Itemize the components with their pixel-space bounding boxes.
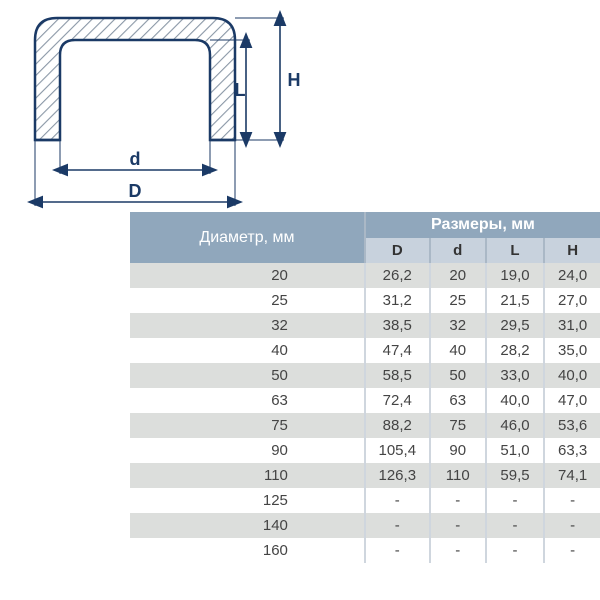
cell-D: 47,4 (365, 338, 430, 363)
cell-D: - (365, 488, 430, 513)
cell-D: 126,3 (365, 463, 430, 488)
cell-diameter: 140 (130, 513, 365, 538)
table-row: 140---- (130, 513, 600, 538)
table-row: 2531,22521,527,0 (130, 288, 600, 313)
cell-d: 50 (430, 363, 486, 388)
cell-L: 29,5 (486, 313, 544, 338)
cell-L: 51,0 (486, 438, 544, 463)
cell-H: 31,0 (544, 313, 600, 338)
table-row: 125---- (130, 488, 600, 513)
cell-diameter: 63 (130, 388, 365, 413)
cell-d: 63 (430, 388, 486, 413)
cell-d: 110 (430, 463, 486, 488)
cell-H: 53,6 (544, 413, 600, 438)
cell-H: 27,0 (544, 288, 600, 313)
col-subheader-D: D (365, 238, 430, 263)
cell-D: 26,2 (365, 263, 430, 288)
cell-d: 32 (430, 313, 486, 338)
table-row: 3238,53229,531,0 (130, 313, 600, 338)
cell-L: - (486, 513, 544, 538)
table-row: 160---- (130, 538, 600, 563)
cell-D: 58,5 (365, 363, 430, 388)
col-subheader-d: d (430, 238, 486, 263)
cell-L: 40,0 (486, 388, 544, 413)
dim-label-d: d (130, 149, 141, 169)
col-subheader-H: H (544, 238, 600, 263)
cell-diameter: 160 (130, 538, 365, 563)
cell-L: - (486, 488, 544, 513)
cell-L: 21,5 (486, 288, 544, 313)
cell-d: 20 (430, 263, 486, 288)
dim-label-L: L (235, 80, 246, 100)
cell-diameter: 32 (130, 313, 365, 338)
cell-diameter: 50 (130, 363, 365, 388)
cell-diameter: 90 (130, 438, 365, 463)
dim-label-D: D (129, 181, 142, 201)
col-subheader-L: L (486, 238, 544, 263)
dim-label-H: H (288, 70, 301, 90)
cell-L: 46,0 (486, 413, 544, 438)
cell-D: 31,2 (365, 288, 430, 313)
cell-D: 105,4 (365, 438, 430, 463)
cell-L: 28,2 (486, 338, 544, 363)
cell-H: 63,3 (544, 438, 600, 463)
table-row: 2026,22019,024,0 (130, 263, 600, 288)
cell-diameter: 75 (130, 413, 365, 438)
cell-H: - (544, 538, 600, 563)
cell-H: 24,0 (544, 263, 600, 288)
cell-D: - (365, 513, 430, 538)
cell-d: 90 (430, 438, 486, 463)
cell-H: 40,0 (544, 363, 600, 388)
cell-H: 47,0 (544, 388, 600, 413)
dimensions-table: Диаметр, мм Размеры, мм D d L H 2026,220… (130, 212, 600, 563)
cell-D: 88,2 (365, 413, 430, 438)
table-row: 90105,49051,063,3 (130, 438, 600, 463)
cell-L: 19,0 (486, 263, 544, 288)
cell-D: 38,5 (365, 313, 430, 338)
col-header-diameter: Диаметр, мм (130, 212, 365, 263)
cell-d: 75 (430, 413, 486, 438)
cell-diameter: 25 (130, 288, 365, 313)
cell-diameter: 20 (130, 263, 365, 288)
cap-cross-section-diagram: L H d D (10, 10, 310, 215)
table-row: 6372,46340,047,0 (130, 388, 600, 413)
cell-d: - (430, 488, 486, 513)
cell-D: 72,4 (365, 388, 430, 413)
cell-d: - (430, 538, 486, 563)
cell-diameter: 110 (130, 463, 365, 488)
cell-D: - (365, 538, 430, 563)
cell-L: - (486, 538, 544, 563)
cell-d: 25 (430, 288, 486, 313)
table-row: 4047,44028,235,0 (130, 338, 600, 363)
cell-d: - (430, 513, 486, 538)
table-row: 110126,311059,574,1 (130, 463, 600, 488)
cell-H: - (544, 488, 600, 513)
cell-L: 59,5 (486, 463, 544, 488)
cell-d: 40 (430, 338, 486, 363)
cell-H: - (544, 513, 600, 538)
cell-diameter: 40 (130, 338, 365, 363)
cell-diameter: 125 (130, 488, 365, 513)
table-row: 5058,55033,040,0 (130, 363, 600, 388)
cap-wall-hatched (35, 18, 235, 140)
col-header-dimensions: Размеры, мм (365, 212, 600, 238)
table-row: 7588,27546,053,6 (130, 413, 600, 438)
cell-H: 35,0 (544, 338, 600, 363)
cell-H: 74,1 (544, 463, 600, 488)
cell-L: 33,0 (486, 363, 544, 388)
